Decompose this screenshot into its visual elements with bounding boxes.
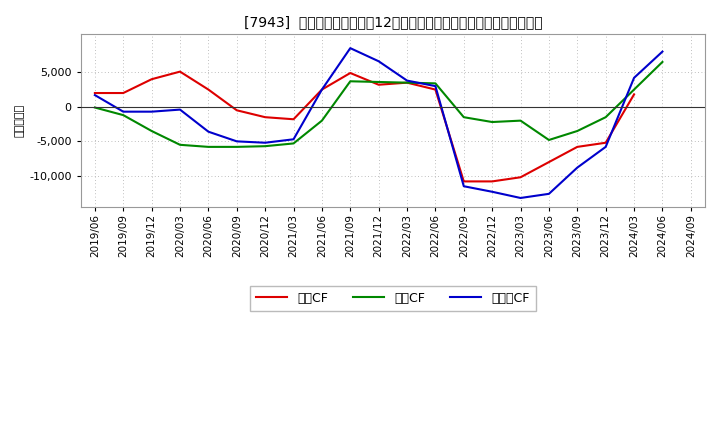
営業CF	[204, 87, 212, 92]
営業CF	[488, 179, 497, 184]
投資CF	[119, 113, 127, 118]
営業CF	[630, 92, 639, 97]
営業CF	[601, 140, 610, 145]
投資CF	[176, 142, 184, 147]
フリーCF	[204, 129, 212, 134]
フリーCF	[516, 195, 525, 201]
営業CF	[148, 77, 156, 82]
営業CF	[516, 175, 525, 180]
投資CF	[402, 80, 411, 85]
投資CF	[658, 59, 667, 65]
投資CF	[488, 119, 497, 125]
フリーCF	[630, 75, 639, 81]
フリーCF	[544, 191, 553, 197]
営業CF	[289, 117, 298, 122]
投資CF	[233, 144, 241, 150]
投資CF	[374, 79, 383, 84]
Y-axis label: （百万円）: （百万円）	[15, 104, 25, 137]
投資CF	[91, 105, 99, 110]
営業CF	[261, 114, 269, 120]
Title: [7943]  キャッシュフローの12か月移動合計の対前年同期増減額の推移: [7943] キャッシュフローの12か月移動合計の対前年同期増減額の推移	[243, 15, 542, 29]
営業CF	[91, 90, 99, 95]
フリーCF	[119, 109, 127, 114]
営業CF	[544, 159, 553, 165]
投資CF	[459, 114, 468, 120]
フリーCF	[261, 140, 269, 145]
営業CF	[573, 144, 582, 150]
投資CF	[148, 128, 156, 134]
投資CF	[431, 81, 440, 86]
営業CF	[459, 179, 468, 184]
投資CF	[544, 137, 553, 143]
Line: 営業CF: 営業CF	[95, 72, 634, 181]
投資CF	[573, 128, 582, 134]
フリーCF	[233, 139, 241, 144]
フリーCF	[176, 107, 184, 112]
フリーCF	[459, 183, 468, 189]
投資CF	[261, 143, 269, 149]
フリーCF	[488, 189, 497, 194]
フリーCF	[402, 78, 411, 83]
フリーCF	[573, 165, 582, 170]
営業CF	[233, 108, 241, 113]
営業CF	[374, 82, 383, 88]
フリーCF	[431, 84, 440, 89]
フリーCF	[658, 49, 667, 54]
営業CF	[119, 90, 127, 95]
フリーCF	[374, 59, 383, 64]
営業CF	[431, 87, 440, 92]
投資CF	[516, 118, 525, 123]
投資CF	[318, 118, 326, 123]
フリーCF	[346, 45, 355, 51]
Legend: 営業CF, 投資CF, フリーCF: 営業CF, 投資CF, フリーCF	[250, 286, 536, 311]
フリーCF	[318, 87, 326, 92]
投資CF	[289, 141, 298, 146]
Line: 投資CF: 投資CF	[95, 62, 662, 147]
営業CF	[176, 69, 184, 74]
営業CF	[318, 87, 326, 92]
投資CF	[630, 87, 639, 92]
投資CF	[346, 79, 355, 84]
フリーCF	[289, 137, 298, 142]
フリーCF	[148, 109, 156, 114]
投資CF	[601, 114, 610, 120]
Line: フリーCF: フリーCF	[95, 48, 662, 198]
営業CF	[346, 70, 355, 76]
フリーCF	[91, 92, 99, 98]
営業CF	[402, 80, 411, 85]
投資CF	[204, 144, 212, 150]
フリーCF	[601, 144, 610, 150]
